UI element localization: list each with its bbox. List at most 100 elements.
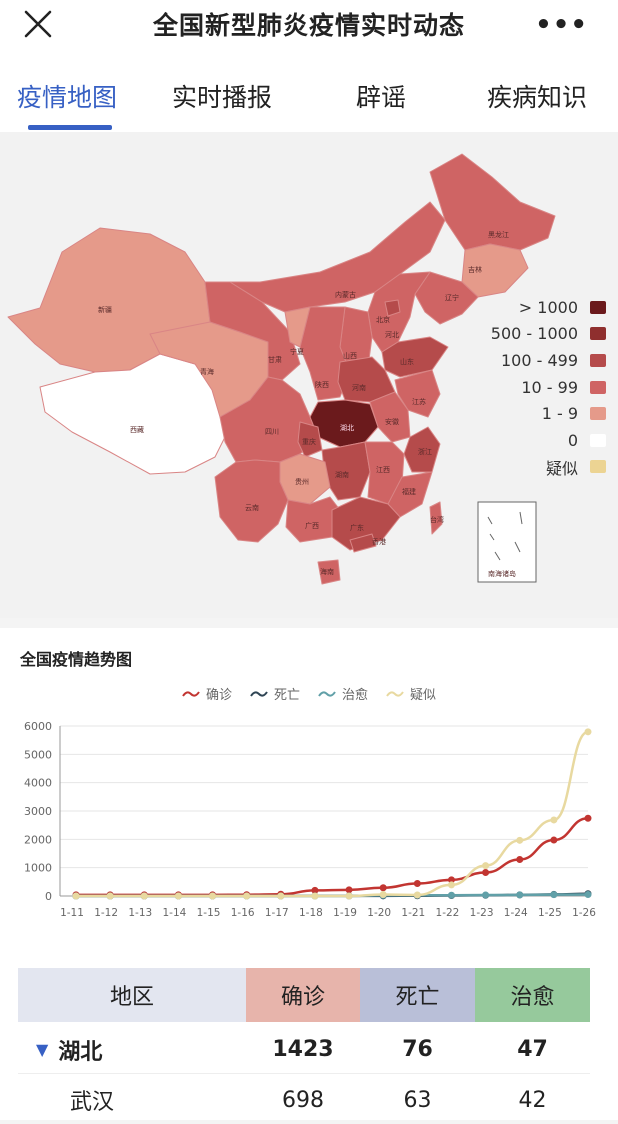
legend-line-icon (250, 690, 268, 697)
label-ningxia: 宁夏 (290, 347, 304, 356)
x-tick-label: 1-26 (572, 907, 596, 919)
tab-rumor-debunk[interactable]: 辟谣 (356, 83, 407, 112)
series-point (482, 868, 490, 876)
series-point (447, 891, 455, 899)
label-hainan: 海南 (320, 567, 334, 576)
series-point (584, 891, 592, 899)
trend-chart-panel: 全国疫情趋势图 确诊 死亡 治愈 疑似 0 1000 2000 3000 4000 500… (0, 628, 618, 950)
series-point (106, 892, 114, 900)
y-tick-label: 4000 (24, 777, 52, 790)
province-beijing (384, 299, 401, 317)
series-point (243, 892, 251, 900)
header-dead[interactable]: 死亡 (360, 968, 475, 1022)
map-legend: > 1000 500 - 1000 100 - 499 10 - 99 1 - … (446, 294, 606, 480)
legend-row: 100 - 499 (446, 347, 606, 374)
legend-label: 死亡 (273, 688, 300, 703)
tab-epidemic-map[interactable]: 疫情地图 (17, 83, 118, 112)
label-nanhai: 南海诸岛 (488, 569, 516, 578)
cured-cell: 42 (518, 1087, 547, 1113)
legend-item-cured[interactable]: 治愈 (318, 684, 368, 703)
series-point (447, 881, 455, 889)
legend-swatch (590, 433, 606, 447)
table-header: 地区 确诊 死亡 治愈 (18, 968, 590, 1022)
series-point (584, 814, 592, 822)
tab-live-broadcast[interactable]: 实时播报 (172, 83, 273, 112)
label-guangxi: 广西 (305, 521, 319, 530)
label-qinghai: 青海 (200, 367, 214, 376)
province-xizang (39, 353, 231, 475)
more-options-icon[interactable]: ••• (535, 10, 588, 40)
chart-legend: 确诊 死亡 治愈 疑似 (0, 684, 618, 703)
x-tick-label: 1-14 (162, 907, 186, 919)
x-tick-label: 1-16 (231, 907, 255, 919)
x-tick-label: 1-11 (60, 907, 84, 919)
legend-item-dead[interactable]: 死亡 (250, 684, 300, 703)
series-point (379, 884, 387, 892)
label-fujian: 福建 (402, 487, 416, 496)
province-yunnan (214, 459, 289, 543)
label-beijing: 北京 (376, 315, 390, 324)
series-point (447, 876, 455, 884)
region-cell: 武汉 (70, 1090, 115, 1115)
x-tick-label: 1-20 (367, 907, 391, 919)
tab-disease-knowledge[interactable]: 疾病知识 (487, 83, 588, 112)
province-shandong (381, 336, 449, 378)
legend-item-confirmed[interactable]: 确诊 (182, 684, 232, 703)
label-gansu: 甘肃 (268, 355, 282, 364)
legend-line-icon (318, 690, 336, 697)
label-hongkong: 香港 (372, 537, 386, 546)
legend-swatch (590, 460, 606, 474)
legend-line-icon (182, 690, 200, 697)
expand-triangle-icon[interactable]: ▼ (36, 1040, 49, 1059)
label-guizhou: 贵州 (295, 477, 309, 486)
table-row[interactable]: ▼ 湖北 1423 76 47 (18, 1026, 590, 1074)
legend-swatch (590, 327, 606, 341)
legend-row: 0 (446, 427, 606, 454)
epidemic-map-panel: 新疆 西藏 青海 内蒙古 黑龙江 吉林 辽宁 北京 河北 山西 陕西 宁夏 甘肃… (0, 132, 618, 618)
y-tick-label: 3000 (24, 805, 52, 818)
province-fujian (387, 471, 433, 518)
legend-label: 确诊 (205, 688, 232, 703)
province-hainan (317, 559, 341, 585)
label-jilin: 吉林 (468, 265, 482, 274)
series-point (550, 836, 558, 844)
label-hubei: 湖北 (340, 423, 354, 432)
series-point (379, 890, 387, 898)
label-sichuan: 四川 (265, 428, 279, 436)
legend-label: 10 - 99 (521, 377, 578, 397)
series-point (174, 892, 182, 900)
label-guangdong: 广东 (350, 523, 364, 532)
confirmed-cell: 1423 (272, 1037, 334, 1062)
label-henan: 河南 (352, 383, 366, 392)
trend-line-chart: 0 1000 2000 3000 4000 5000 6000 1-11 1-12 1-13 1-1… (24, 720, 596, 919)
x-tick-label: 1-17 (265, 907, 289, 919)
series-point (140, 892, 148, 900)
table-row[interactable]: 武汉 698 63 42 (18, 1076, 590, 1124)
province-liaoning (414, 271, 479, 325)
header-cured[interactable]: 治愈 (475, 968, 590, 1022)
series-point (413, 880, 421, 888)
legend-label: > 1000 (518, 297, 578, 317)
x-tick-label: 1-13 (128, 907, 152, 919)
province-guangdong (331, 496, 401, 551)
label-neimenggu: 内蒙古 (335, 290, 356, 299)
legend-label: 疑似 (545, 458, 578, 478)
header-region[interactable]: 地区 (18, 968, 246, 1022)
province-jiangsu (394, 369, 441, 418)
active-tab-indicator (28, 125, 112, 130)
header-confirmed[interactable]: 确诊 (246, 968, 360, 1022)
label-jiangxi: 江西 (376, 466, 390, 474)
china-map[interactable]: 新疆 西藏 青海 内蒙古 黑龙江 吉林 辽宁 北京 河北 山西 陕西 宁夏 甘肃… (0, 132, 618, 618)
legend-label: 100 - 499 (500, 350, 578, 370)
close-icon[interactable] (22, 8, 54, 40)
x-tick-label: 1-23 (470, 907, 494, 919)
label-heilongjiang: 黑龙江 (488, 230, 509, 239)
series-point (345, 892, 353, 900)
series-point (482, 891, 490, 899)
label-shaanxi: 陕西 (315, 380, 329, 389)
region-stats-table: 地区 确诊 死亡 治愈 ▼ 湖北 1423 76 47 武汉 698 63 42 (0, 950, 618, 1120)
legend-item-suspected[interactable]: 疑似 (386, 684, 436, 703)
legend-swatch (590, 353, 606, 367)
y-tick-label: 5000 (24, 748, 52, 761)
legend-swatch (590, 407, 606, 421)
